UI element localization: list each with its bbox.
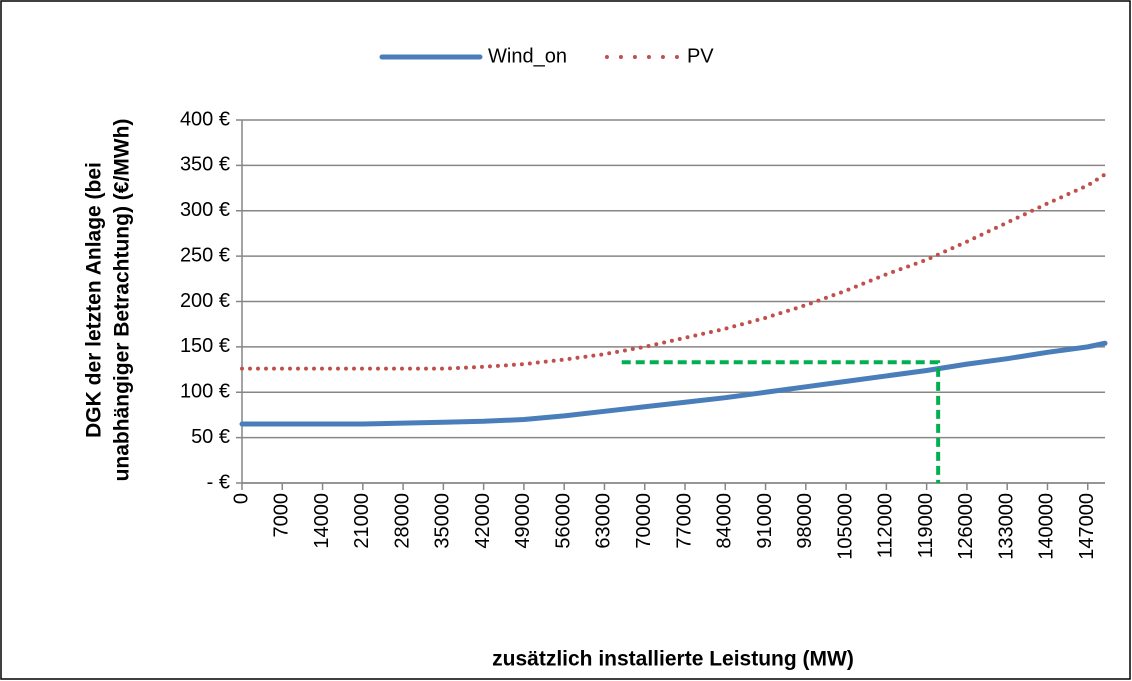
y-tick-label: 250 € bbox=[180, 244, 230, 266]
y-tick-label: 350 € bbox=[180, 154, 230, 176]
y-axis-title: DGK der letzten Anlage (bei bbox=[83, 162, 106, 438]
x-tick-label: 126000 bbox=[955, 493, 977, 560]
x-tick-label: 21000 bbox=[351, 493, 373, 549]
x-tick-label: 49000 bbox=[512, 493, 534, 549]
x-tick-label: 84000 bbox=[714, 493, 736, 549]
x-tick-label: 112000 bbox=[875, 493, 897, 558]
series-line bbox=[240, 172, 1107, 371]
x-axis-title: zusätzlich installierte Leistung (MW) bbox=[492, 648, 854, 671]
x-tick-label: 147000 bbox=[1076, 493, 1098, 560]
x-tick-label: 91000 bbox=[754, 493, 776, 549]
x-tick-label: 98000 bbox=[794, 493, 816, 549]
x-tick-label: 70000 bbox=[633, 493, 655, 549]
y-axis-title: unabhängiger Betrachtung) (€/MWh) bbox=[111, 119, 134, 482]
x-tick-label: 7000 bbox=[271, 493, 293, 538]
x-tick-label: 63000 bbox=[593, 493, 615, 549]
y-tick-label: - € bbox=[207, 471, 230, 493]
x-tick-label: 42000 bbox=[472, 493, 494, 549]
x-tick-label: 28000 bbox=[391, 493, 413, 549]
x-tick-label: 119000 bbox=[915, 493, 937, 558]
x-tick-label: 133000 bbox=[995, 493, 1017, 560]
x-tick-label: 14000 bbox=[311, 493, 333, 549]
x-tick-label: 35000 bbox=[432, 493, 454, 549]
y-tick-label: 200 € bbox=[180, 290, 230, 312]
guide-line bbox=[621, 360, 941, 483]
x-tick-label: 105000 bbox=[834, 493, 856, 560]
series-line bbox=[239, 340, 1108, 427]
legend-label: PV bbox=[687, 45, 714, 67]
y-tick-label: 300 € bbox=[180, 199, 230, 221]
legend-label: Wind_on bbox=[488, 45, 567, 67]
y-tick-label: 50 € bbox=[191, 426, 230, 448]
y-tick-label: 150 € bbox=[180, 335, 230, 357]
y-tick-label: 100 € bbox=[180, 381, 230, 403]
x-tick-label: 0 bbox=[230, 493, 252, 504]
y-tick-label: 400 € bbox=[180, 108, 230, 130]
x-tick-label: 77000 bbox=[673, 493, 695, 549]
x-tick-label: 56000 bbox=[552, 493, 574, 549]
x-tick-label: 140000 bbox=[1036, 493, 1058, 560]
